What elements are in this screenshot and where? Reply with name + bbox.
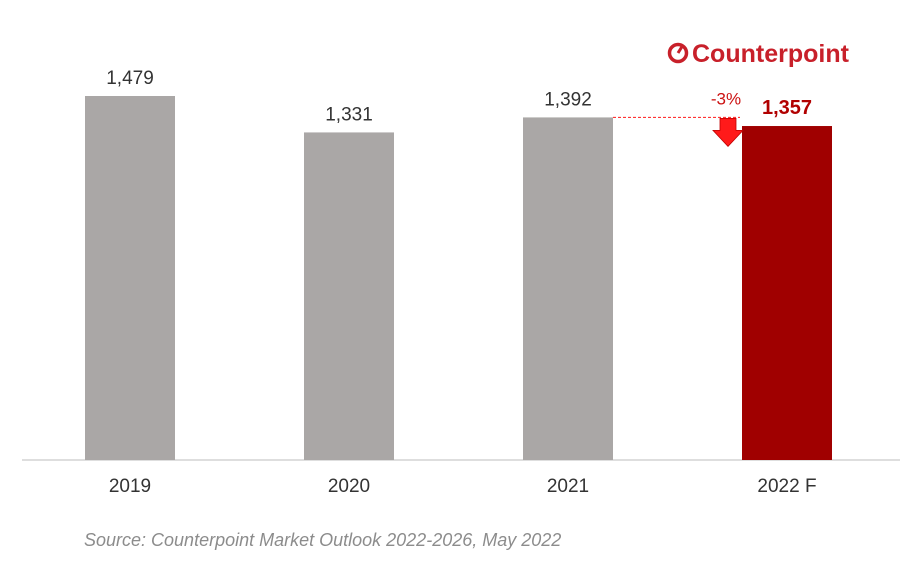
- counterpoint-logo-icon: [667, 42, 689, 64]
- value-label: 1,357: [762, 97, 812, 119]
- bar-2021: [523, 117, 613, 460]
- brand-name: Counterpoint: [692, 40, 850, 68]
- brand-logo: Counterpoint: [667, 40, 850, 68]
- x-tick-label: 2019: [109, 476, 151, 497]
- bar-2019: [85, 96, 175, 460]
- change-annotation: -3%: [613, 89, 744, 147]
- bar-2022-f: [742, 126, 832, 460]
- value-label: 1,331: [325, 104, 373, 125]
- value-label: 1,392: [544, 89, 592, 110]
- change-label: -3%: [711, 89, 741, 108]
- bar-2020: [304, 132, 394, 460]
- x-tick-label: 2020: [328, 476, 370, 497]
- value-label: 1,479: [106, 68, 154, 89]
- x-tick-label: 2021: [547, 476, 589, 497]
- down-arrow-icon: [712, 118, 744, 147]
- x-tick-label: 2022 F: [757, 476, 816, 497]
- bars-group: 1,479 2019 1,331 2020 1,392 2021 1,357 2022 F: [85, 68, 832, 497]
- source-note: Source: Counterpoint Market Outlook 2022…: [84, 530, 562, 550]
